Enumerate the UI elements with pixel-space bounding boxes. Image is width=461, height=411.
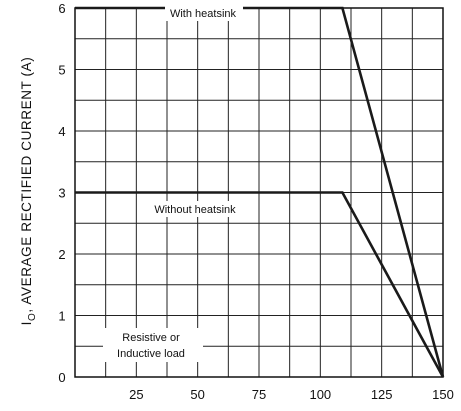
- series-line-with-heatsink: [75, 6, 445, 378]
- y-axis-title: IO, AVERAGE RECTIFIED CURRENT (A): [19, 57, 38, 326]
- x-tick-label: 50: [190, 387, 204, 402]
- series-label-with-heatsink: With heatsink: [170, 8, 237, 20]
- series-line-without-heatsink: [75, 191, 445, 378]
- y-tick-label: 6: [58, 1, 65, 16]
- y-tick-label: 0: [58, 370, 65, 385]
- series-label-bg-without-heatsink: [141, 201, 247, 217]
- annotation-line-2: Inductive load: [117, 348, 185, 360]
- annotation-line-1: Resistive or: [122, 332, 180, 344]
- y-tick-label: 1: [58, 309, 65, 324]
- y-tick-label: 5: [58, 63, 65, 78]
- y-tick-label: 3: [58, 186, 65, 201]
- x-tick-label: 125: [371, 387, 393, 402]
- x-tick-label: 75: [252, 387, 266, 402]
- y-tick-label: 4: [58, 124, 65, 139]
- series-label-without-heatsink: Without heatsink: [154, 204, 236, 216]
- annotation-bg: [103, 328, 203, 362]
- x-tick-label: 150: [432, 387, 454, 402]
- y-tick-labels: 0 1 2 3 4 5 6: [58, 1, 65, 385]
- series-group: [75, 6, 445, 378]
- y-axis-title-main: I: [19, 321, 34, 325]
- x-tick-labels: 25 50 75 100 125 150: [129, 387, 454, 402]
- x-tick-label: 100: [309, 387, 331, 402]
- y-axis-title-rest: , AVERAGE RECTIFIED CURRENT (A): [19, 57, 34, 313]
- series-label-bg-with-heatsink: [165, 5, 243, 21]
- x-tick-label: 25: [129, 387, 143, 402]
- y-axis-title-subscript: O: [27, 313, 38, 321]
- y-tick-label: 2: [58, 247, 65, 262]
